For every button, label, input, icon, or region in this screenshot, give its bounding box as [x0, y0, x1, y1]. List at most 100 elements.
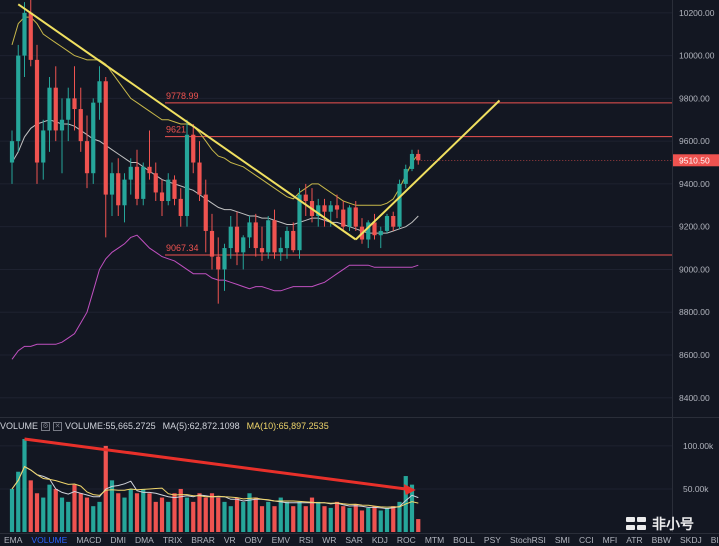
volume-ma5: MA(5):62,872.1098 [162, 421, 240, 431]
candle-body [234, 226, 240, 253]
tab-sar[interactable]: SAR [345, 535, 363, 545]
volume-bar [41, 497, 46, 532]
tab-boll[interactable]: BOLL [453, 535, 475, 545]
tab-obv[interactable]: OBV [244, 535, 263, 545]
candle-body [384, 215, 390, 231]
volume-bar [78, 493, 83, 532]
volume-bar [378, 510, 383, 532]
tab-rsi[interactable]: RSI [299, 535, 314, 545]
volume-bar [178, 488, 183, 532]
bollinger-lower [11, 234, 419, 360]
tab-stochrsi[interactable]: StochRSI [509, 535, 546, 545]
tab-trix[interactable]: TRIX [162, 535, 183, 545]
candle-body [84, 141, 90, 174]
settings-icon[interactable]: ⚙ [41, 421, 51, 431]
tab-macd[interactable]: MACD [76, 535, 102, 545]
volume-bar [291, 506, 296, 532]
tab-mtm[interactable]: MTM [424, 535, 445, 545]
tab-psy[interactable]: PSY [483, 535, 501, 545]
candle-body [147, 166, 152, 174]
tab-dmi[interactable]: DMI [110, 535, 126, 545]
volume-bar [359, 510, 365, 532]
level-label: 9778.99 [166, 91, 199, 101]
tab-emv[interactable]: EMV [271, 535, 291, 545]
volume-bar [97, 501, 102, 532]
candle-body [9, 141, 15, 163]
tab-brar[interactable]: BRAR [191, 535, 215, 545]
candle-body [266, 220, 271, 253]
price-tick-label: 8800.00 [679, 307, 710, 317]
candle-body [122, 179, 127, 206]
tab-cci[interactable]: CCI [578, 535, 594, 545]
tab-kdj[interactable]: KDJ [371, 535, 388, 545]
tab-atr[interactable]: ATR [626, 535, 643, 545]
candle-body [28, 12, 33, 60]
tab-ema[interactable]: EMA [4, 535, 23, 545]
candle-body [59, 119, 65, 131]
volume-bar [303, 506, 308, 532]
volume-bar [253, 497, 258, 532]
price-axis: 10200.00 10000.00 9800.00 9600.00 9400.00 920… [421, 8, 719, 403]
volume-tick-label: 100.00k [683, 441, 714, 451]
volume-tick-label: 50.00k [683, 484, 709, 494]
volume-bar [297, 501, 302, 532]
volume-bar [116, 493, 121, 532]
volume-bar [266, 501, 271, 532]
candle-body [91, 102, 96, 174]
close-icon[interactable]: ✕ [53, 421, 63, 431]
volume-trend-arrowhead [403, 483, 416, 495]
price-tick-label: 9000.00 [679, 264, 710, 274]
volume-bar [22, 439, 27, 532]
indicator-tabs: EMA VOLUME MACD DMI DMA TRIX BRAR VR OBV EMV RSI WR… [0, 535, 719, 546]
tab-bbw[interactable]: BBW [651, 535, 671, 545]
candle-body [216, 256, 221, 270]
volume-trendline [24, 437, 406, 491]
candle-body [53, 87, 58, 131]
volume-bar [409, 484, 415, 532]
volume-header: VOLUME ⚙ ✕ VOLUME:55,665.2725 MA(5):62,8… [0, 419, 329, 433]
volume-bar [147, 493, 152, 532]
volume-bar [316, 501, 321, 532]
watermark: 非小号 [626, 514, 694, 534]
tab-skdj[interactable]: SKDJ [680, 535, 702, 545]
volume-bar [397, 501, 402, 532]
volume-bar [166, 501, 171, 532]
candle-body [284, 230, 290, 249]
tab-bias[interactable]: BIAS [710, 535, 719, 545]
candle-body [328, 205, 333, 212]
trendline [17, 3, 357, 241]
current-price-label: 9510.50 [679, 155, 710, 165]
volume-bar [228, 506, 233, 532]
candle-body [316, 205, 321, 216]
volume-bar [34, 493, 40, 532]
volume-bar [241, 501, 246, 532]
volume-bar [91, 506, 96, 532]
volume-bar [28, 480, 33, 532]
volume-bar [16, 471, 21, 532]
candle-body [141, 166, 146, 199]
candle-body [259, 248, 265, 253]
volume-bar [9, 488, 15, 532]
trendline [355, 99, 501, 241]
bollinger-bands [11, 16, 419, 360]
tab-vr[interactable]: VR [223, 535, 236, 545]
volume-bar [216, 497, 221, 532]
candle-body [303, 194, 308, 202]
tab-wr[interactable]: WR [322, 535, 337, 545]
tab-smi[interactable]: SMI [554, 535, 570, 545]
volume-bar [153, 501, 158, 532]
candle-body [278, 248, 283, 253]
tab-dma[interactable]: DMA [134, 535, 154, 545]
volume-bar [278, 497, 283, 532]
candle-body [241, 237, 246, 253]
tab-volume[interactable]: VOLUME [31, 535, 68, 545]
price-levels: 9778.99 9621 9067.34 [165, 91, 672, 256]
candle-body [159, 192, 165, 202]
volume-bar [122, 497, 127, 532]
tab-mfi[interactable]: MFI [602, 535, 618, 545]
volume-bar [353, 504, 358, 532]
candle-body [347, 207, 352, 227]
tab-roc[interactable]: ROC [396, 535, 416, 545]
volume-ma10: MA(10):65,897.2535 [246, 421, 329, 431]
